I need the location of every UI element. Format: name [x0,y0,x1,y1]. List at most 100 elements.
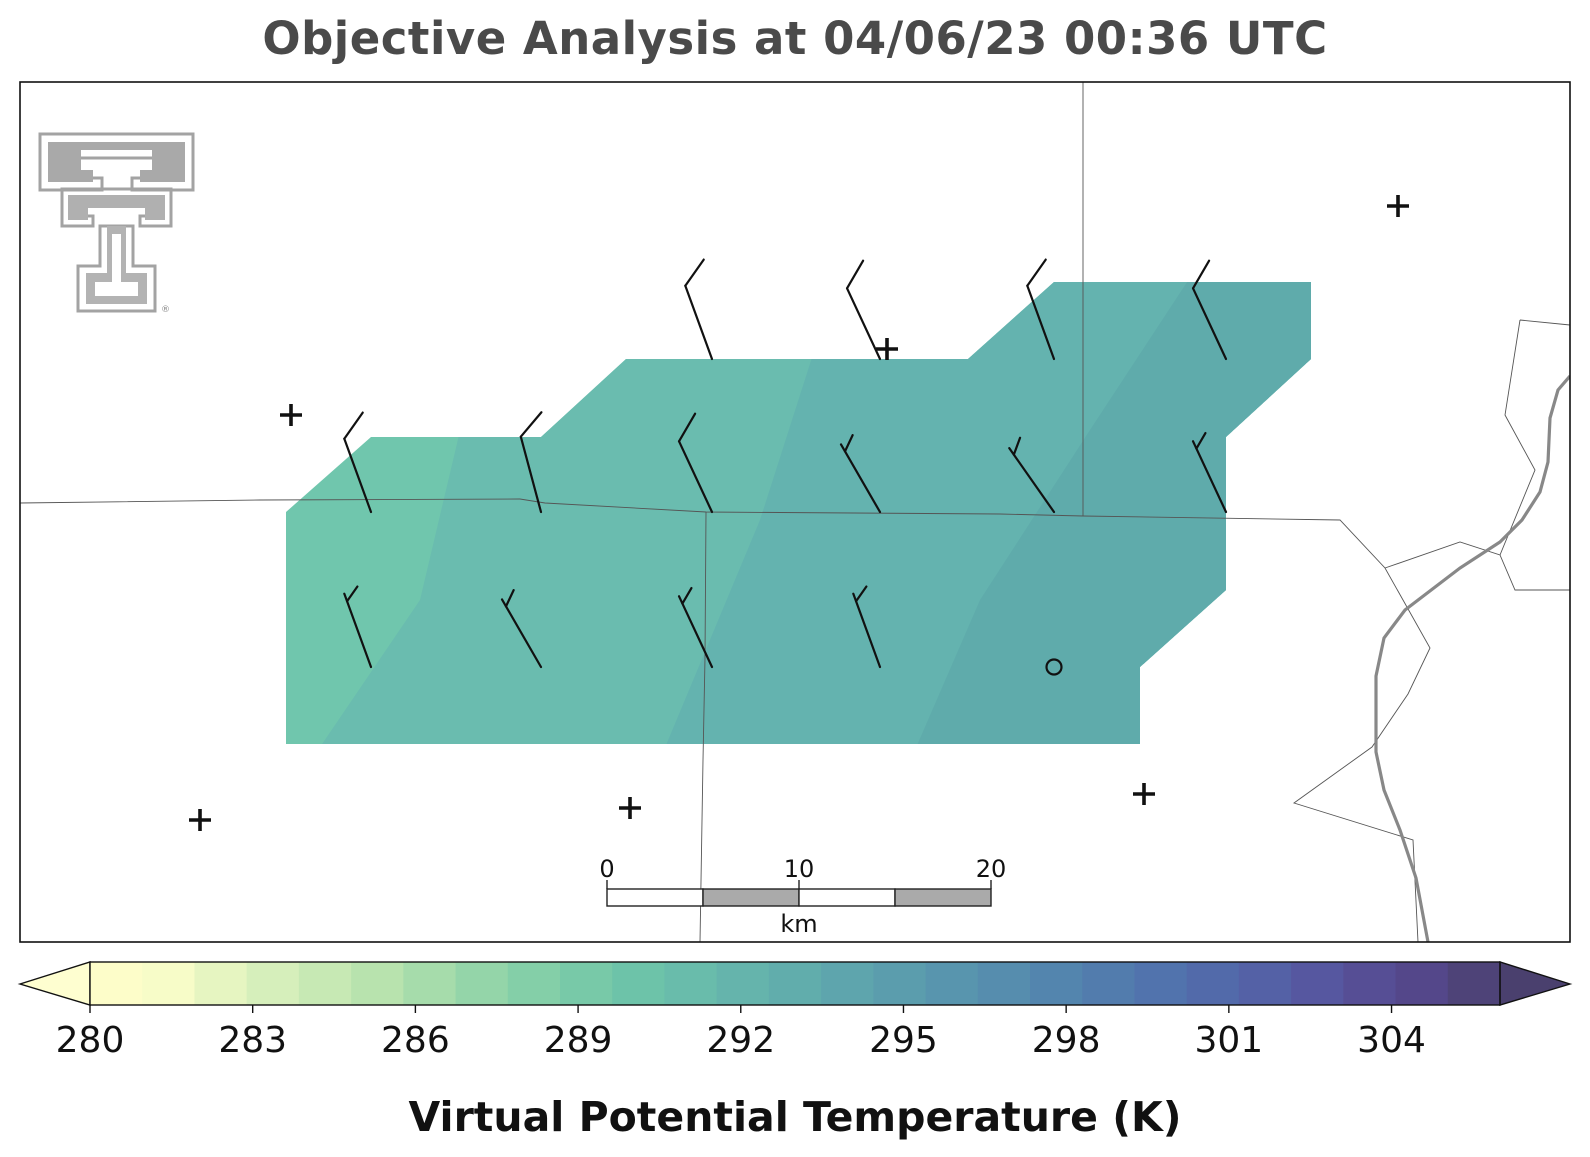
wind-barb [500,589,543,669]
wind-barb [1191,259,1228,361]
county-line-far-east [1499,319,1570,556]
wind-barb [852,585,882,669]
wind-barb-flag [1195,431,1207,450]
scale-seg-1 [606,888,704,907]
wind-barb [519,411,543,514]
wind-barb [839,434,882,514]
colorbar-frame [89,961,1501,1006]
station-markers [189,195,1409,831]
missing-station-marker [1387,195,1409,217]
logo-mid-fill [68,195,165,220]
colorbar-tick-label: 301 [1194,1020,1263,1061]
wind-barb-staff [852,592,882,669]
scale-bar: 0 10 20 km [599,855,1006,938]
wind-barb-staff [1191,287,1228,361]
wind-barb-staff [1008,447,1056,514]
wind-barb-staff [1026,284,1056,361]
missing-station-marker [619,797,641,819]
colorbar-label: Virtual Potential Temperature (K) [408,1093,1182,1141]
scale-label-0: 0 [599,855,614,883]
county-line-south [699,511,707,942]
colorbar-tick-label: 289 [544,1020,613,1061]
missing-station-marker [189,809,211,831]
wind-barb-staff [845,287,882,361]
colorbar-cell [1082,962,1136,1005]
colorbar-cell [403,962,457,1005]
wind-barb-flag [1191,259,1211,290]
colorbar-cell [560,962,613,1005]
logo-top-fill [48,142,185,182]
missing-station-marker [1133,783,1155,805]
colorbar-cell [977,962,1031,1005]
colorbar-cell [1238,962,1292,1005]
wind-barb-staff [343,437,373,514]
county-boundaries [20,82,1570,942]
colorbar-tick-label: 280 [56,1020,125,1061]
wind-barb-flag [343,411,364,440]
wind-barb-flag [1026,258,1047,287]
wind-barb-flag [677,412,697,443]
colorbar-cell [768,962,822,1005]
colorbar-tick-label: 283 [218,1020,287,1061]
colorbar-cell [90,962,143,1005]
colorbar-cell [1343,962,1397,1005]
colorbar-cell [821,962,874,1005]
scale-unit: km [780,910,817,938]
wind-barb [1191,431,1228,514]
wind-barb [1026,258,1056,361]
wind-barb-staff [1191,440,1228,514]
colorbar-cell [1134,962,1188,1005]
wind-barb-flag [504,589,515,608]
wind-barb-flag [843,434,854,453]
scale-seg-2 [702,888,800,907]
colorbar-tick-label: 286 [381,1020,450,1061]
colorbar-tick-label: 304 [1357,1020,1426,1061]
wind-barb [343,411,373,514]
colorbar-under-arrow [17,961,91,1006]
colorbar-cell [1447,962,1501,1005]
scale-label-20: 20 [976,855,1007,883]
missing-station-marker [280,404,302,426]
wind-barb-staff [500,598,543,669]
colorbar-cell [246,962,300,1005]
map-title: Objective Analysis at 04/06/23 00:36 UTC [262,12,1328,65]
wind-barb-staff [677,595,714,669]
colorbar-cell [1395,962,1449,1005]
texas-tech-logo: ® [38,132,195,315]
wind-barbs [343,258,1228,669]
colorbar-cell [925,962,979,1005]
wind-barb-flag [681,586,693,605]
colorbar-cell [716,962,770,1005]
colorbar-cell [873,962,927,1005]
scale-seg-3 [798,888,896,907]
scale-seg-4 [894,888,992,907]
colorbar-cell [142,962,196,1005]
wind-barb [343,585,373,669]
colorbar-cell [351,962,404,1005]
wind-barb-flag [1012,436,1022,456]
map-frame [19,81,1571,943]
wind-barb-staff [677,440,714,514]
logo-stem-outline [76,224,157,313]
logo-stem-inner [95,234,138,296]
colorbar-tick-label: 295 [869,1020,938,1061]
colorbar-cell [1291,962,1344,1005]
colorbar: 280 283 286 289 292 295 298 301 304 [17,961,1573,1061]
wind-barb-flag [345,585,359,603]
wind-barb-staff [839,443,882,514]
colorbar-cell [507,962,561,1005]
wind-barb-flag [519,411,543,438]
colorbar-tick-label: 298 [1032,1020,1101,1061]
colorbar-cell [455,962,509,1005]
logo-registered-mark: ® [161,305,170,315]
colorbar-cells [90,962,1501,1005]
colorbar-cell [194,962,248,1005]
colorbar-tick-label: 292 [706,1020,775,1061]
wind-barb [845,259,882,361]
wind-barb-flag [854,585,868,603]
colorbar-cell [1030,962,1083,1005]
colorbar-ticks: 280 283 286 289 292 295 298 301 304 [56,1005,1426,1061]
wind-barb [677,412,714,514]
wind-barb [1008,436,1056,514]
